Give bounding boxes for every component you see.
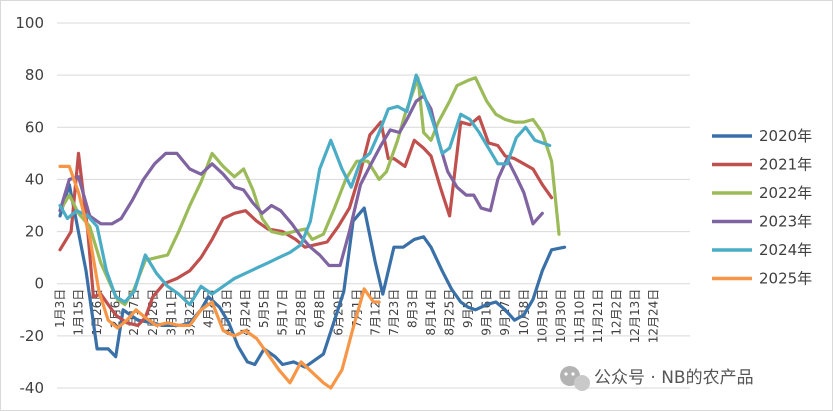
- legend: 2020年 2021年 2022年 2023年 2024年 2025年: [712, 127, 812, 288]
- x-tick-label: 10月19日: [535, 289, 549, 344]
- y-tick-label: 60: [25, 118, 44, 136]
- x-tick-label: 10月30日: [554, 289, 568, 344]
- x-tick-label: 3月11日: [164, 289, 178, 336]
- wechat-icon-bubble-small: [574, 375, 590, 391]
- x-tick-label: 12月13日: [628, 289, 642, 344]
- y-tick-label: 100: [15, 14, 44, 32]
- series-line-2022年: [58, 76, 561, 307]
- series-line-2025年: [58, 164, 381, 390]
- watermark-text: 公众号 · NB的农产品: [594, 368, 754, 388]
- x-tick-label: 6月8日: [313, 289, 327, 328]
- x-tick-label: 1月3日: [53, 289, 67, 328]
- x-tick-label: 7月23日: [387, 289, 401, 336]
- x-tick-label: 8月25日: [443, 289, 457, 336]
- x-tick-label: 1月15日: [72, 289, 86, 336]
- x-tick-label: 9月16日: [480, 289, 494, 336]
- legend-label: 2021年: [759, 156, 812, 174]
- legend-label: 2020年: [759, 127, 812, 145]
- y-tick-label: 0: [34, 275, 44, 293]
- y-axis-ticks: -40 -20 0 20 40 60 80 100: [15, 14, 44, 397]
- legend-label: 2024年: [759, 241, 812, 259]
- x-tick-label: 11月21日: [591, 289, 605, 344]
- series-lines: [58, 73, 567, 390]
- wechat-icon-eye: [571, 372, 575, 376]
- series-line-2021年: [58, 115, 554, 327]
- y-tick-label: 20: [25, 223, 44, 241]
- x-tick-label: 11月10日: [572, 289, 586, 344]
- legend-label: 2023年: [759, 213, 812, 231]
- x-tick-label: 8月14日: [424, 289, 438, 336]
- y-tick-label: 80: [25, 66, 44, 84]
- series-line-2023年: [58, 94, 544, 268]
- series-line-2024年: [58, 73, 552, 307]
- legend-label: 2022年: [759, 184, 812, 202]
- x-tick-label: 5月17日: [276, 289, 290, 336]
- x-tick-label: 5月5日: [257, 289, 271, 328]
- x-tick-label: 12月24日: [647, 289, 661, 344]
- x-tick-label: 5月28日: [294, 289, 308, 336]
- x-tick-label: 4月24日: [239, 289, 253, 336]
- x-tick-label: 8月3日: [405, 289, 419, 328]
- x-tick-label: 12月2日: [610, 289, 624, 336]
- wechat-icon-eye: [564, 372, 568, 376]
- watermark: 公众号 · NB的农产品: [560, 366, 754, 391]
- y-tick-label: -20: [20, 327, 45, 345]
- legend-label: 2025年: [759, 270, 812, 288]
- y-tick-label: -40: [20, 379, 45, 397]
- y-tick-label: 40: [25, 170, 44, 188]
